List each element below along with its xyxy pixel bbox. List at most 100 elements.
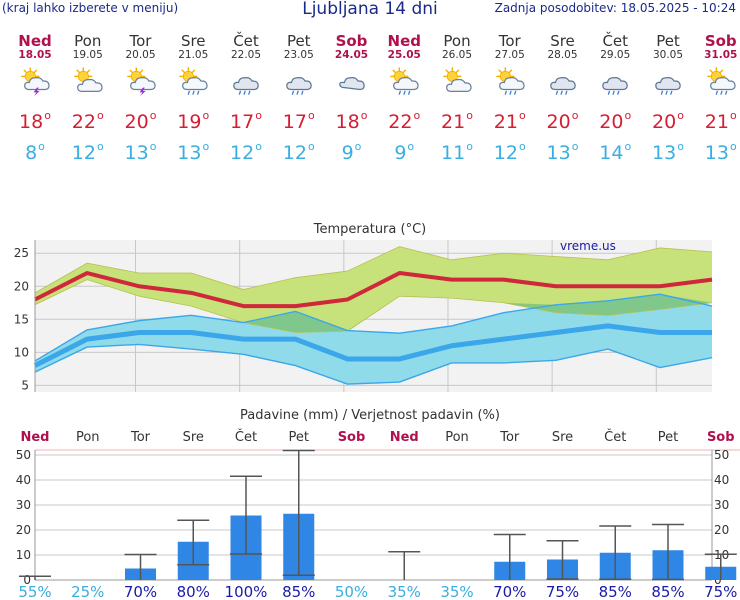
day-name: Sob [704,32,737,50]
day-name: Sob [335,32,368,50]
min-temp: 13o [546,140,579,164]
max-temp: 20o [652,109,684,133]
day-name: Pon [74,32,102,50]
precip-probability: 85% [282,583,315,600]
max-temp: 18o [19,109,51,133]
last-update: Zadnja posodobitev: 18.05.2025 - 10:24 [494,1,736,15]
max-temp: 21o [493,109,526,133]
precip-ytick-left: 20 [16,523,31,537]
day-column: Tor 27.05 21o 12o [484,33,536,164]
min-temp: 13o [652,140,684,164]
precip-ytick-left: 40 [16,473,31,487]
precip-ytick-right: 40 [714,473,729,487]
max-temp: 22o [388,109,421,133]
min-band-edge [34,293,713,362]
precip-probability: 85% [599,583,632,600]
day-name: Ned [18,32,52,50]
precip-ytick-left: 0 [23,573,31,587]
location-menu-hint[interactable]: (kraj lahko izberete v meniju) [2,1,179,15]
min-temp-value: 8 [25,142,38,164]
min-temp: 12o [282,140,315,164]
max-temp-value: 17 [282,111,307,133]
day-date: 22.05 [230,49,262,61]
precip-probability: 70% [493,583,526,600]
precip-probability: 100% [225,583,268,600]
max-temp-value: 22 [71,111,96,133]
day-date: 23.05 [283,49,314,61]
day-column: Ned 25.05 22o 9o [378,33,430,164]
cloud-rain-icon [655,77,681,95]
day-date: 31.05 [704,49,738,61]
cloud-rain-icon [602,77,629,95]
max-temp-line [34,271,713,309]
temperature-title: Temperatura (°C) [313,222,426,237]
precip-probability: 70% [124,583,157,600]
precip-ytick-right: 30 [714,498,729,512]
min-temp-value: 12 [493,142,518,164]
day-name: Pet [286,32,311,50]
precip-day-label: Čet [235,429,257,445]
day-column: Čet 22.05 17o 12o [220,33,272,164]
day-name: Pon [443,32,471,50]
min-temp-value: 9 [341,142,354,164]
day-name: Tor [498,32,521,50]
sun-cloud-rain-icon [495,67,525,95]
min-temp-range-band [35,294,712,385]
max-temp-value: 21 [493,111,518,133]
max-temp: 18o [335,109,368,133]
day-column: Sre 28.05 20o 13o [537,33,589,164]
sun-cloud-thunder-icon [21,67,50,97]
day-date: 28.05 [547,49,578,61]
precip-probability: 55% [18,583,51,600]
max-temp: 22o [71,109,104,133]
precip-day-label: Sob [338,430,366,445]
precip-title: Padavine (mm) / Verjetnost padavin (%) [240,408,500,423]
min-temp-value: 9 [394,142,407,164]
min-temp: 8o [25,140,45,164]
min-temp: 13o [124,140,157,164]
temp-ytick-label: 15 [14,312,29,326]
precip-day-label: Tor [130,430,151,445]
max-temp: 21o [704,109,737,133]
day-column: Pon 19.05 22o 12o [62,33,114,164]
day-name: Tor [129,32,152,50]
day-column: Čet 29.05 20o 14o [589,33,641,164]
min-band-edge [34,343,713,385]
day-name: Sre [180,32,206,50]
max-temp: 20o [599,109,632,133]
day-column: Pon 26.05 21o 11o [431,33,483,164]
max-temp-value: 20 [652,111,677,133]
max-temp-value: 20 [546,111,571,133]
min-temp-line [33,323,712,368]
precip-day-label: Pon [445,430,469,445]
precip-probability: 50% [335,583,368,600]
day-column: Pet 23.05 17o 12o [273,33,325,164]
cloud-rain-icon [285,77,312,95]
day-name: Ned [387,32,421,50]
min-temp: 12o [71,140,104,164]
day-name: Čet [602,32,629,50]
precip-day-label: Ned [20,430,49,445]
day-name: Čet [233,32,259,50]
max-band-edge [34,279,713,333]
min-temp: 12o [230,140,262,164]
max-temp: 20o [546,109,579,133]
day-date: 27.05 [494,49,525,61]
watermark: vreme.us [560,239,616,253]
cloud-rain-icon [549,77,576,95]
temp-ytick-label: 5 [21,378,29,392]
precip-day-label: Tor [499,430,520,445]
precip-probability: 35% [388,583,421,600]
day-date: 19.05 [72,49,103,61]
max-temp-value: 17 [230,111,255,133]
day-date: 25.05 [387,49,421,61]
sun-cloud-rain-icon [179,67,208,95]
precip-day-label: Sre [183,430,204,445]
min-temp-value: 13 [652,142,677,164]
max-temp-value: 21 [704,111,729,133]
max-temp-value: 18 [335,111,360,133]
min-temp: 13o [177,140,210,164]
day-column: Ned 18.05 18o 8o [9,33,61,164]
day-column: Sob 31.05 21o 13o [695,33,740,164]
max-temp: 17o [282,109,315,133]
